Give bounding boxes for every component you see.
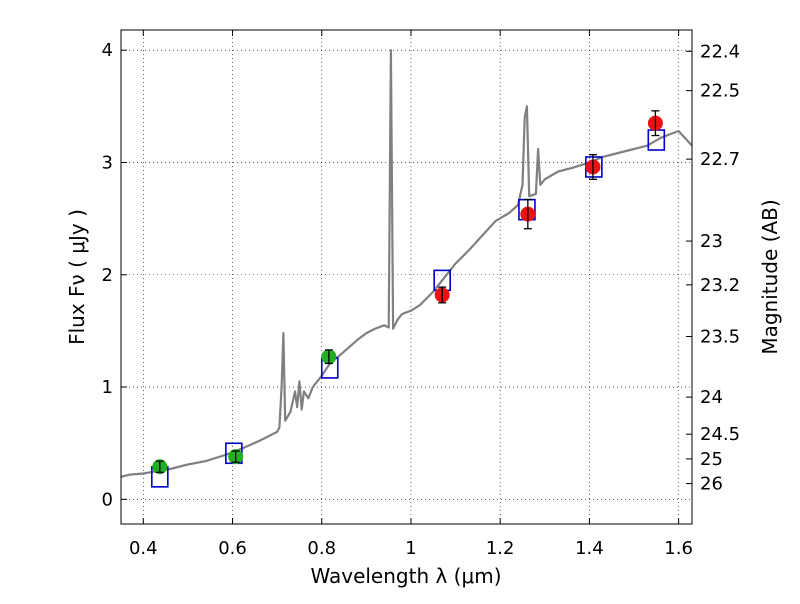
y-tick-label: 1	[102, 377, 113, 398]
y-tick-label: 2	[102, 265, 113, 286]
y2-tick-label: 24.5	[700, 424, 740, 445]
plot-frame	[120, 29, 693, 525]
x-tick-label: 1.2	[486, 538, 515, 559]
y-tick-label: 3	[102, 152, 113, 173]
x-tick-label: 1.6	[664, 538, 693, 559]
y2-axis-label: Magnitude (AB)	[758, 199, 782, 354]
y-tick-label: 4	[102, 40, 113, 61]
y2-tick-label: 25	[700, 449, 723, 470]
x-tick-label: 0.4	[129, 538, 158, 559]
x-axis-label: Wavelength λ (μm)	[310, 564, 501, 588]
y2-tick-label: 22.5	[700, 81, 740, 102]
plot-content	[121, 49, 692, 488]
plot-area	[121, 30, 692, 524]
y2-tick-label: 26	[700, 474, 723, 495]
y2-tick-label: 22.4	[700, 41, 740, 62]
x-tick-label: 0.6	[218, 538, 247, 559]
spectrum-line	[121, 49, 692, 478]
y-axis-label: Flux Fν ( μJy )	[65, 209, 89, 345]
x-tick-label: 1.4	[575, 538, 604, 559]
y2-tick-label: 23	[700, 231, 723, 252]
y2-tick-label: 22.7	[700, 149, 740, 170]
x-tick-label: 1	[405, 538, 416, 559]
y2-tick-label: 24	[700, 387, 723, 408]
y2-tick-label: 23.2	[700, 275, 740, 296]
x-tick-label: 0.8	[307, 538, 336, 559]
y-tick-label: 0	[102, 489, 113, 510]
y2-tick-label: 23.5	[700, 327, 740, 348]
